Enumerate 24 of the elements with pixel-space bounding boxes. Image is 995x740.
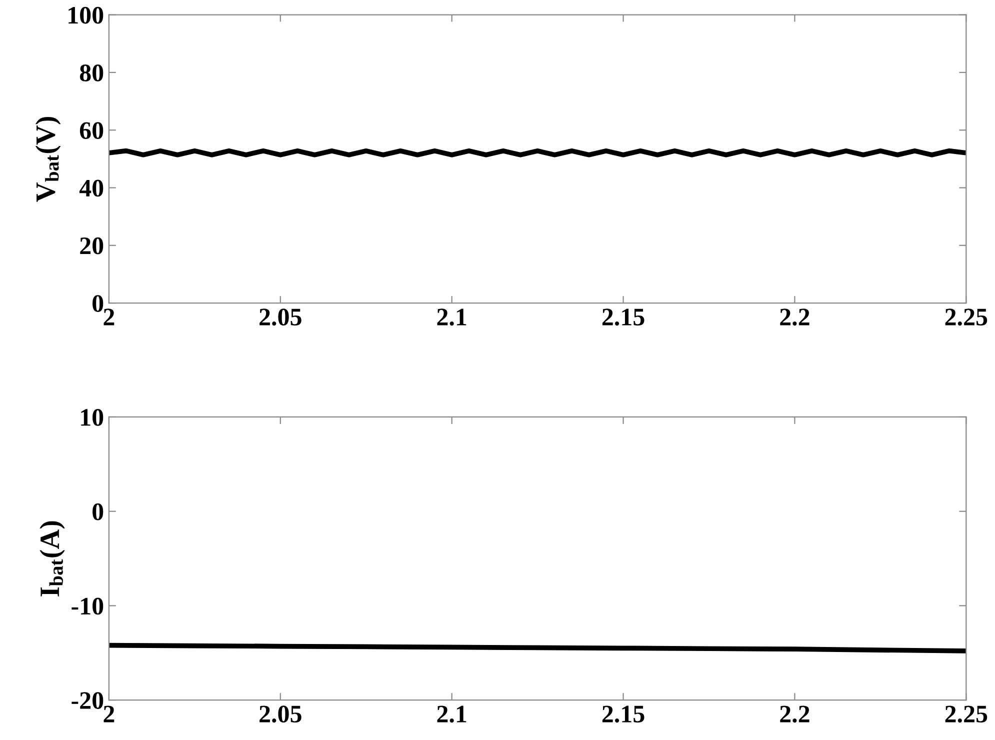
x-tick-label: 2 [104, 706, 114, 722]
x-tick-label: 2.05 [260, 308, 302, 326]
y-tick-label: 10 [81, 409, 104, 426]
y-tick-label: 0 [92, 503, 104, 520]
x-tick-label: 2.25 [945, 706, 988, 723]
y-tick-label: 40 [79, 180, 104, 197]
x-tick-label: 2.15 [602, 308, 644, 326]
y-axis-title: I$_{bat}$(A) [40, 521, 65, 596]
x-tick-label: 2.2 [780, 308, 810, 326]
x-tick-label: 2.2 [780, 706, 810, 723]
y-tick-label: 20 [80, 237, 104, 254]
y-tick-label: -10 [72, 598, 104, 615]
y-tick-label: 60 [80, 122, 104, 140]
y-tick-label: -20 [72, 692, 104, 709]
x-tick-label: 2.15 [602, 706, 644, 723]
y-tick-label: 0 [92, 295, 104, 312]
x-tick-label: 2.05 [260, 706, 302, 723]
y-axis-title: V$_{bat}$(V) [35, 116, 61, 202]
y-tick-label: 100 [68, 6, 104, 24]
x-tick-label: 2.1 [437, 706, 466, 723]
x-tick-label: 2.25 [945, 308, 988, 326]
x-tick-label: 2.1 [437, 308, 466, 326]
x-tick-label: 2 [104, 308, 114, 326]
y-tick-label: 80 [80, 64, 104, 82]
